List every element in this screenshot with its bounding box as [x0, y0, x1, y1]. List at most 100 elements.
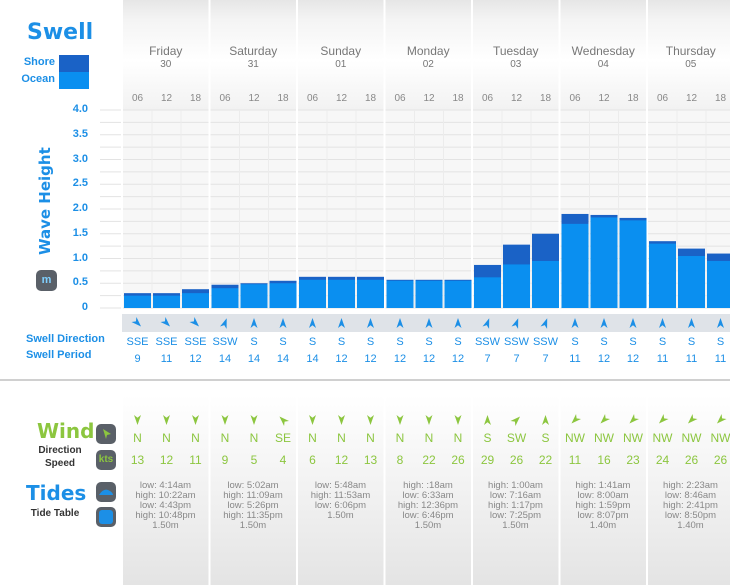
- swell-direction-value: SSW: [474, 336, 501, 348]
- y-tick-label: 4.0: [72, 103, 88, 115]
- wind-direction-arrow-icon-shape: [716, 413, 727, 424]
- wind-direction-value: N: [133, 431, 142, 445]
- swell-direction-arrow-icon: [396, 318, 404, 328]
- tide-entry: 1.50m: [502, 520, 529, 531]
- y-tick-label: 3.5: [72, 127, 88, 140]
- wind-unit-button[interactable]: kts: [96, 450, 116, 470]
- wind-direction-value: N: [191, 431, 200, 445]
- tide-entry: low: 8:00am: [577, 490, 629, 501]
- ocean-bar: [444, 280, 472, 308]
- wind-direction-arrow-icon: [454, 415, 462, 425]
- wind-direction-arrow-icon: [192, 415, 199, 425]
- tide-entry: high: 2:41pm: [663, 500, 718, 511]
- wind-direction-arrow-icon-shape: [510, 416, 521, 427]
- swell-direction-value: SSE: [126, 336, 149, 348]
- tide-table-cell: high: 1:00am low: 7:16am high: 1:17pm low: …: [472, 481, 559, 531]
- swell-direction-arrow-icon-shape: [659, 318, 666, 328]
- swell-direction-value: S: [716, 336, 725, 348]
- tide-entry: low: 7:16am: [489, 490, 542, 501]
- swell-direction-arrow-icon: [688, 318, 695, 328]
- tide-entry: high: 11:09am: [223, 490, 283, 501]
- ocean-bar: [649, 243, 676, 308]
- day-lower-bg: [298, 395, 384, 585]
- wind-direction-arrow-icon: [396, 415, 404, 425]
- ocean-bar: [269, 283, 297, 308]
- ocean-bar: [182, 293, 209, 308]
- swell-period-value: 11: [569, 353, 581, 365]
- wind-direction-arrow-icon-shape: [192, 415, 199, 425]
- tide-entry: low: 7:25pm: [489, 510, 542, 521]
- day-header-bg: [210, 0, 296, 110]
- wind-direction-arrow-icon: [163, 415, 170, 425]
- day-header: Wednesday 04: [560, 44, 648, 72]
- ocean-bar: [474, 277, 501, 308]
- hour-label: 06: [306, 93, 319, 104]
- wind-direction-arrow-icon-shape: [134, 415, 141, 425]
- day-lower-bg: [123, 395, 209, 585]
- wind-arrow-toggle-button[interactable]: [96, 424, 116, 444]
- tide-entry: low: 4:43pm: [139, 500, 192, 511]
- hour-label: 06: [131, 93, 144, 104]
- swell-period-value: 11: [160, 353, 173, 365]
- wind-direction-value: NW: [681, 431, 702, 445]
- swell-direction-arrow-icon: [600, 318, 608, 328]
- swell-direction-arrow-icon-shape: [338, 318, 345, 328]
- wind-speed-value: 22: [538, 453, 553, 467]
- legend-shore-swatch: [59, 55, 89, 72]
- ocean-bar: [299, 279, 326, 308]
- y-tick-label: 0.5: [72, 276, 88, 289]
- tide-table-cell: high: 2:23am low: 8:46am high: 2:41pm low: …: [647, 481, 730, 531]
- day-header: Thursday 05: [647, 44, 730, 72]
- swell-period-value: 9: [134, 353, 141, 365]
- tide-entry: low: 6:33am: [402, 490, 454, 501]
- swell-period-value: 12: [597, 353, 611, 365]
- day-header-bg: [648, 0, 730, 110]
- swell-direction-arrow-icon: [571, 318, 579, 328]
- day-lower-bg: [473, 395, 559, 585]
- tide-entry: low: 5:02am: [227, 480, 279, 491]
- swell-direction-arrow-icon: [309, 318, 316, 328]
- swell-period-value: 11: [656, 353, 669, 365]
- swell-direction-value: S: [687, 336, 696, 348]
- wind-speed-value: 11: [189, 453, 202, 467]
- day-name: Tuesday: [492, 44, 539, 58]
- swell-period-value: 12: [393, 353, 407, 365]
- y-tick-label: 1.0: [72, 251, 88, 264]
- wind-speed-value: 13: [130, 453, 145, 467]
- tide-entry: 1.50m: [239, 520, 267, 531]
- swell-direction-value: SSE: [184, 336, 207, 348]
- wind-direction-arrow-icon-shape: [396, 415, 404, 425]
- swell-direction-arrow-icon: [540, 318, 548, 329]
- wind-direction-value: NW: [652, 431, 673, 445]
- wind-direction-arrow-icon: [309, 415, 316, 425]
- wind-direction-arrow-icon-shape: [279, 416, 290, 427]
- hour-label: 18: [189, 93, 202, 104]
- wind-direction-arrow-icon-shape: [425, 415, 433, 425]
- wind-speed-value: 4: [279, 453, 287, 467]
- wind-speed-value: 9: [221, 453, 229, 467]
- unit-toggle-button[interactable]: m: [36, 270, 57, 291]
- day-date: 01: [335, 59, 347, 70]
- swell-direction-arrow-icon-shape: [540, 318, 548, 329]
- wind-direction-value: N: [220, 431, 230, 445]
- tide-table-button[interactable]: [96, 507, 116, 527]
- wind-direction-value: SW: [506, 431, 527, 445]
- tide-entry: 1.40m: [677, 520, 704, 531]
- wind-direction-value: NW: [565, 431, 585, 445]
- wind-direction-arrow-icon-shape: [309, 415, 316, 425]
- swell-direction-arrow-icon-shape: [717, 318, 724, 328]
- tide-entry: high: 12:36pm: [397, 500, 459, 511]
- day-lower-bg: [648, 395, 730, 585]
- y-tick-label: 3.0: [72, 152, 88, 165]
- day-header-bg: [298, 0, 384, 110]
- swell-direction-label: Swell Direction: [26, 333, 105, 345]
- tide-entry: low: 8:46am: [664, 490, 717, 501]
- tide-wave-button[interactable]: [96, 482, 116, 502]
- swell-period-value: 7: [542, 353, 549, 365]
- wind-speed-value: 12: [159, 453, 174, 467]
- swell-direction-value: S: [396, 336, 404, 348]
- wind-direction-arrow-icon: [571, 413, 582, 424]
- wind-speed-value: 22: [422, 453, 436, 467]
- tide-entry: low: 6:06pm: [314, 500, 367, 511]
- wind-direction-arrow-icon-shape: [600, 413, 611, 424]
